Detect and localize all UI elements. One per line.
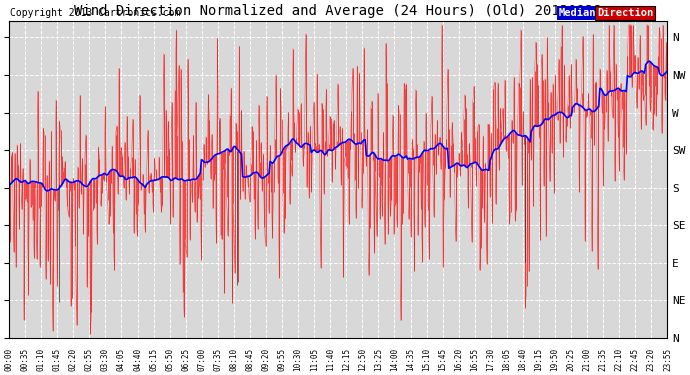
Text: Direction: Direction (597, 8, 653, 18)
Text: Median: Median (559, 8, 596, 18)
Text: Copyright 2013 Cartronics.com: Copyright 2013 Cartronics.com (10, 8, 180, 18)
Title: Wind Direction Normalized and Average (24 Hours) (Old) 20130928: Wind Direction Normalized and Average (2… (75, 4, 602, 18)
